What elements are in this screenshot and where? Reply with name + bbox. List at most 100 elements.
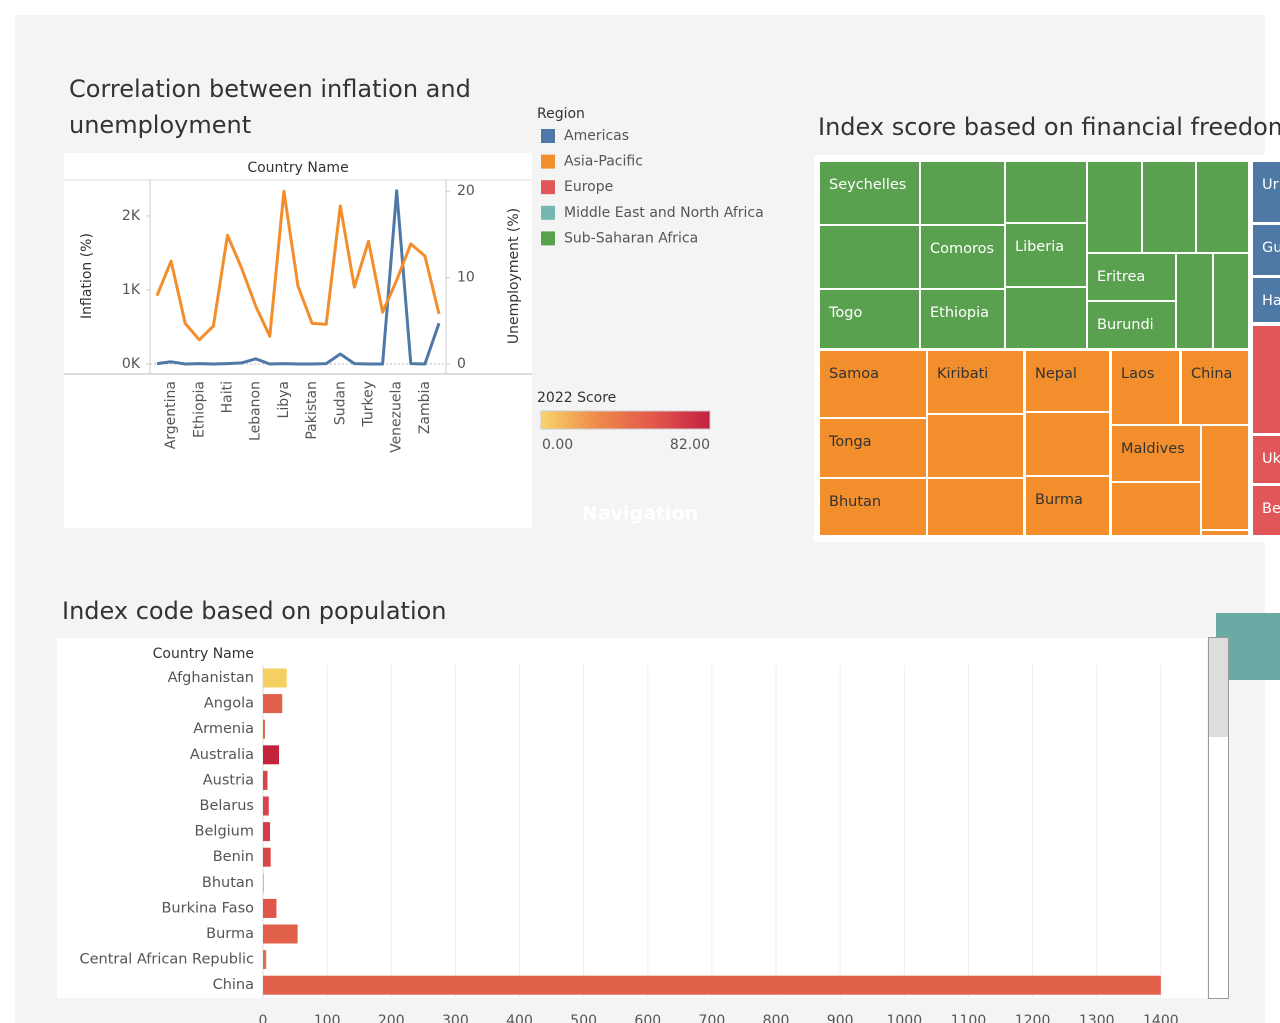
- y-axis-title: Country Name: [153, 646, 254, 662]
- bar: [263, 694, 283, 714]
- y-tick-label: Armenia: [193, 721, 254, 737]
- treemap-label: China: [1191, 366, 1232, 382]
- treemap-cell: [1253, 436, 1280, 483]
- score-max: 82.00: [670, 437, 710, 453]
- legend-title: 2022 Score: [537, 390, 616, 406]
- y-axis-title: Inflation (%): [79, 233, 95, 319]
- legend-label: Asia-Pacific: [564, 154, 643, 170]
- x-tick-label: Venezuela: [389, 381, 405, 453]
- treemap-label: Burma: [1035, 492, 1083, 508]
- y2-tick-label: 10: [457, 270, 475, 286]
- x-tick-label: 100: [314, 1013, 341, 1023]
- x-tick-label: Lebanon: [248, 381, 264, 441]
- x-tick-label: 500: [570, 1013, 597, 1023]
- treemap-cell: [1026, 477, 1109, 535]
- x-tick-label: 1200: [1015, 1013, 1051, 1023]
- treemap-cell: [1006, 224, 1086, 286]
- score-min: 0.00: [542, 437, 573, 453]
- navigation-button[interactable]: Navigation: [582, 503, 698, 525]
- line-title: Correlation between inflation and unempl…: [69, 75, 471, 139]
- x-tick-label: Libya: [276, 381, 292, 418]
- treemap-cell: [1006, 162, 1086, 222]
- x-tick-label: 1400: [1143, 1013, 1179, 1023]
- y-tick-label: Bhutan: [202, 875, 254, 891]
- y-tick-label: Angola: [204, 696, 254, 712]
- treemap-cell: [1202, 531, 1248, 535]
- bar-panel: [57, 638, 1207, 998]
- x-tick-label: 300: [442, 1013, 469, 1023]
- legend-swatch: [541, 154, 555, 169]
- y2-axis-title: Unemployment (%): [506, 208, 522, 344]
- x-tick-label: 600: [634, 1013, 661, 1023]
- treemap-cell: [1026, 351, 1109, 411]
- treemap-cell: [1112, 351, 1179, 424]
- treemap-cell: [1112, 483, 1200, 535]
- line-series: [156, 189, 441, 366]
- bar: [263, 873, 264, 893]
- legend-label: Europe: [564, 179, 613, 195]
- y-tick-label: Australia: [190, 747, 254, 763]
- y-tick-label: Austria: [203, 772, 254, 788]
- x-tick-label: Zambia: [417, 381, 433, 434]
- x-tick-label: Sudan: [332, 381, 348, 425]
- treemap-label: Ethiopia: [930, 305, 989, 321]
- treemap-label: Kiribati: [937, 366, 988, 382]
- treemap-label: Comoros: [930, 241, 994, 257]
- y2-tick-label: 20: [457, 183, 475, 199]
- treemap-label: Maldives: [1121, 441, 1185, 457]
- treemap-cell: [1112, 426, 1200, 481]
- treemap-label: Liberia: [1015, 239, 1064, 255]
- treemap-cell: [921, 162, 1004, 224]
- y-tick-label: Belgium: [195, 824, 254, 840]
- scrollbar-thumb[interactable]: [1209, 638, 1228, 737]
- y-tick-label: 2K: [122, 208, 141, 224]
- treemap-label: Tonga: [828, 434, 872, 450]
- treemap-cell: [1006, 288, 1086, 348]
- x-tick-label: 1100: [951, 1013, 987, 1023]
- x-tick-label: Argentina: [163, 381, 179, 449]
- bar: [263, 796, 269, 816]
- treemap-cell: [1177, 254, 1212, 348]
- y-tick-label: Belarus: [200, 798, 255, 814]
- treemap-cell: [928, 415, 1023, 477]
- x-tick-label: 200: [378, 1013, 405, 1023]
- bar: [263, 975, 1161, 995]
- legend-label: Sub-Saharan Africa: [564, 230, 698, 246]
- y-tick-label: Central African Republic: [79, 952, 254, 968]
- y-tick-label: Burkina Faso: [161, 900, 254, 916]
- x-tick-label: Haiti: [220, 381, 236, 413]
- treemap-cell: [928, 351, 1023, 413]
- bar: [263, 745, 280, 765]
- treemap-cell: [1253, 162, 1280, 222]
- treemap-label: Ha: [1262, 293, 1280, 309]
- treemap-title: Index score based on financial freedom: [818, 113, 1280, 141]
- treemap-label: Bhutan: [829, 494, 881, 510]
- treemap-cell: [1026, 413, 1109, 475]
- x-tick-label: Pakistan: [304, 381, 320, 440]
- treemap-label: Laos: [1121, 366, 1154, 382]
- legend-label: Middle East and North Africa: [564, 205, 764, 221]
- treemap-cell: [820, 351, 926, 417]
- treemap-cell: [820, 290, 919, 348]
- treemap-cell: [820, 479, 926, 535]
- legend-title: Region: [537, 106, 585, 122]
- treemap-label: Nepal: [1035, 366, 1077, 382]
- y-tick-label: 0K: [122, 356, 141, 372]
- treemap-cell: [1197, 162, 1248, 252]
- y-tick-label: Afghanistan: [168, 670, 254, 686]
- treemap-cell: [1214, 254, 1248, 348]
- bar: [263, 770, 268, 790]
- treemap-cell: [1088, 254, 1175, 300]
- bar: [263, 950, 267, 970]
- treemap-label: Be: [1262, 501, 1280, 517]
- line-series: [155, 189, 441, 342]
- legend-label: Americas: [564, 128, 629, 144]
- treemap-label: Gu: [1262, 240, 1280, 256]
- bar-title: Index code based on population: [62, 597, 447, 625]
- x-tick-label: Ethiopia: [191, 381, 207, 438]
- line-panel: [64, 153, 532, 528]
- treemap-cell: [1182, 351, 1248, 424]
- y2-tick-label: 0: [457, 356, 466, 372]
- x-tick-label: 1000: [886, 1013, 922, 1023]
- x-tick-label: 700: [699, 1013, 726, 1023]
